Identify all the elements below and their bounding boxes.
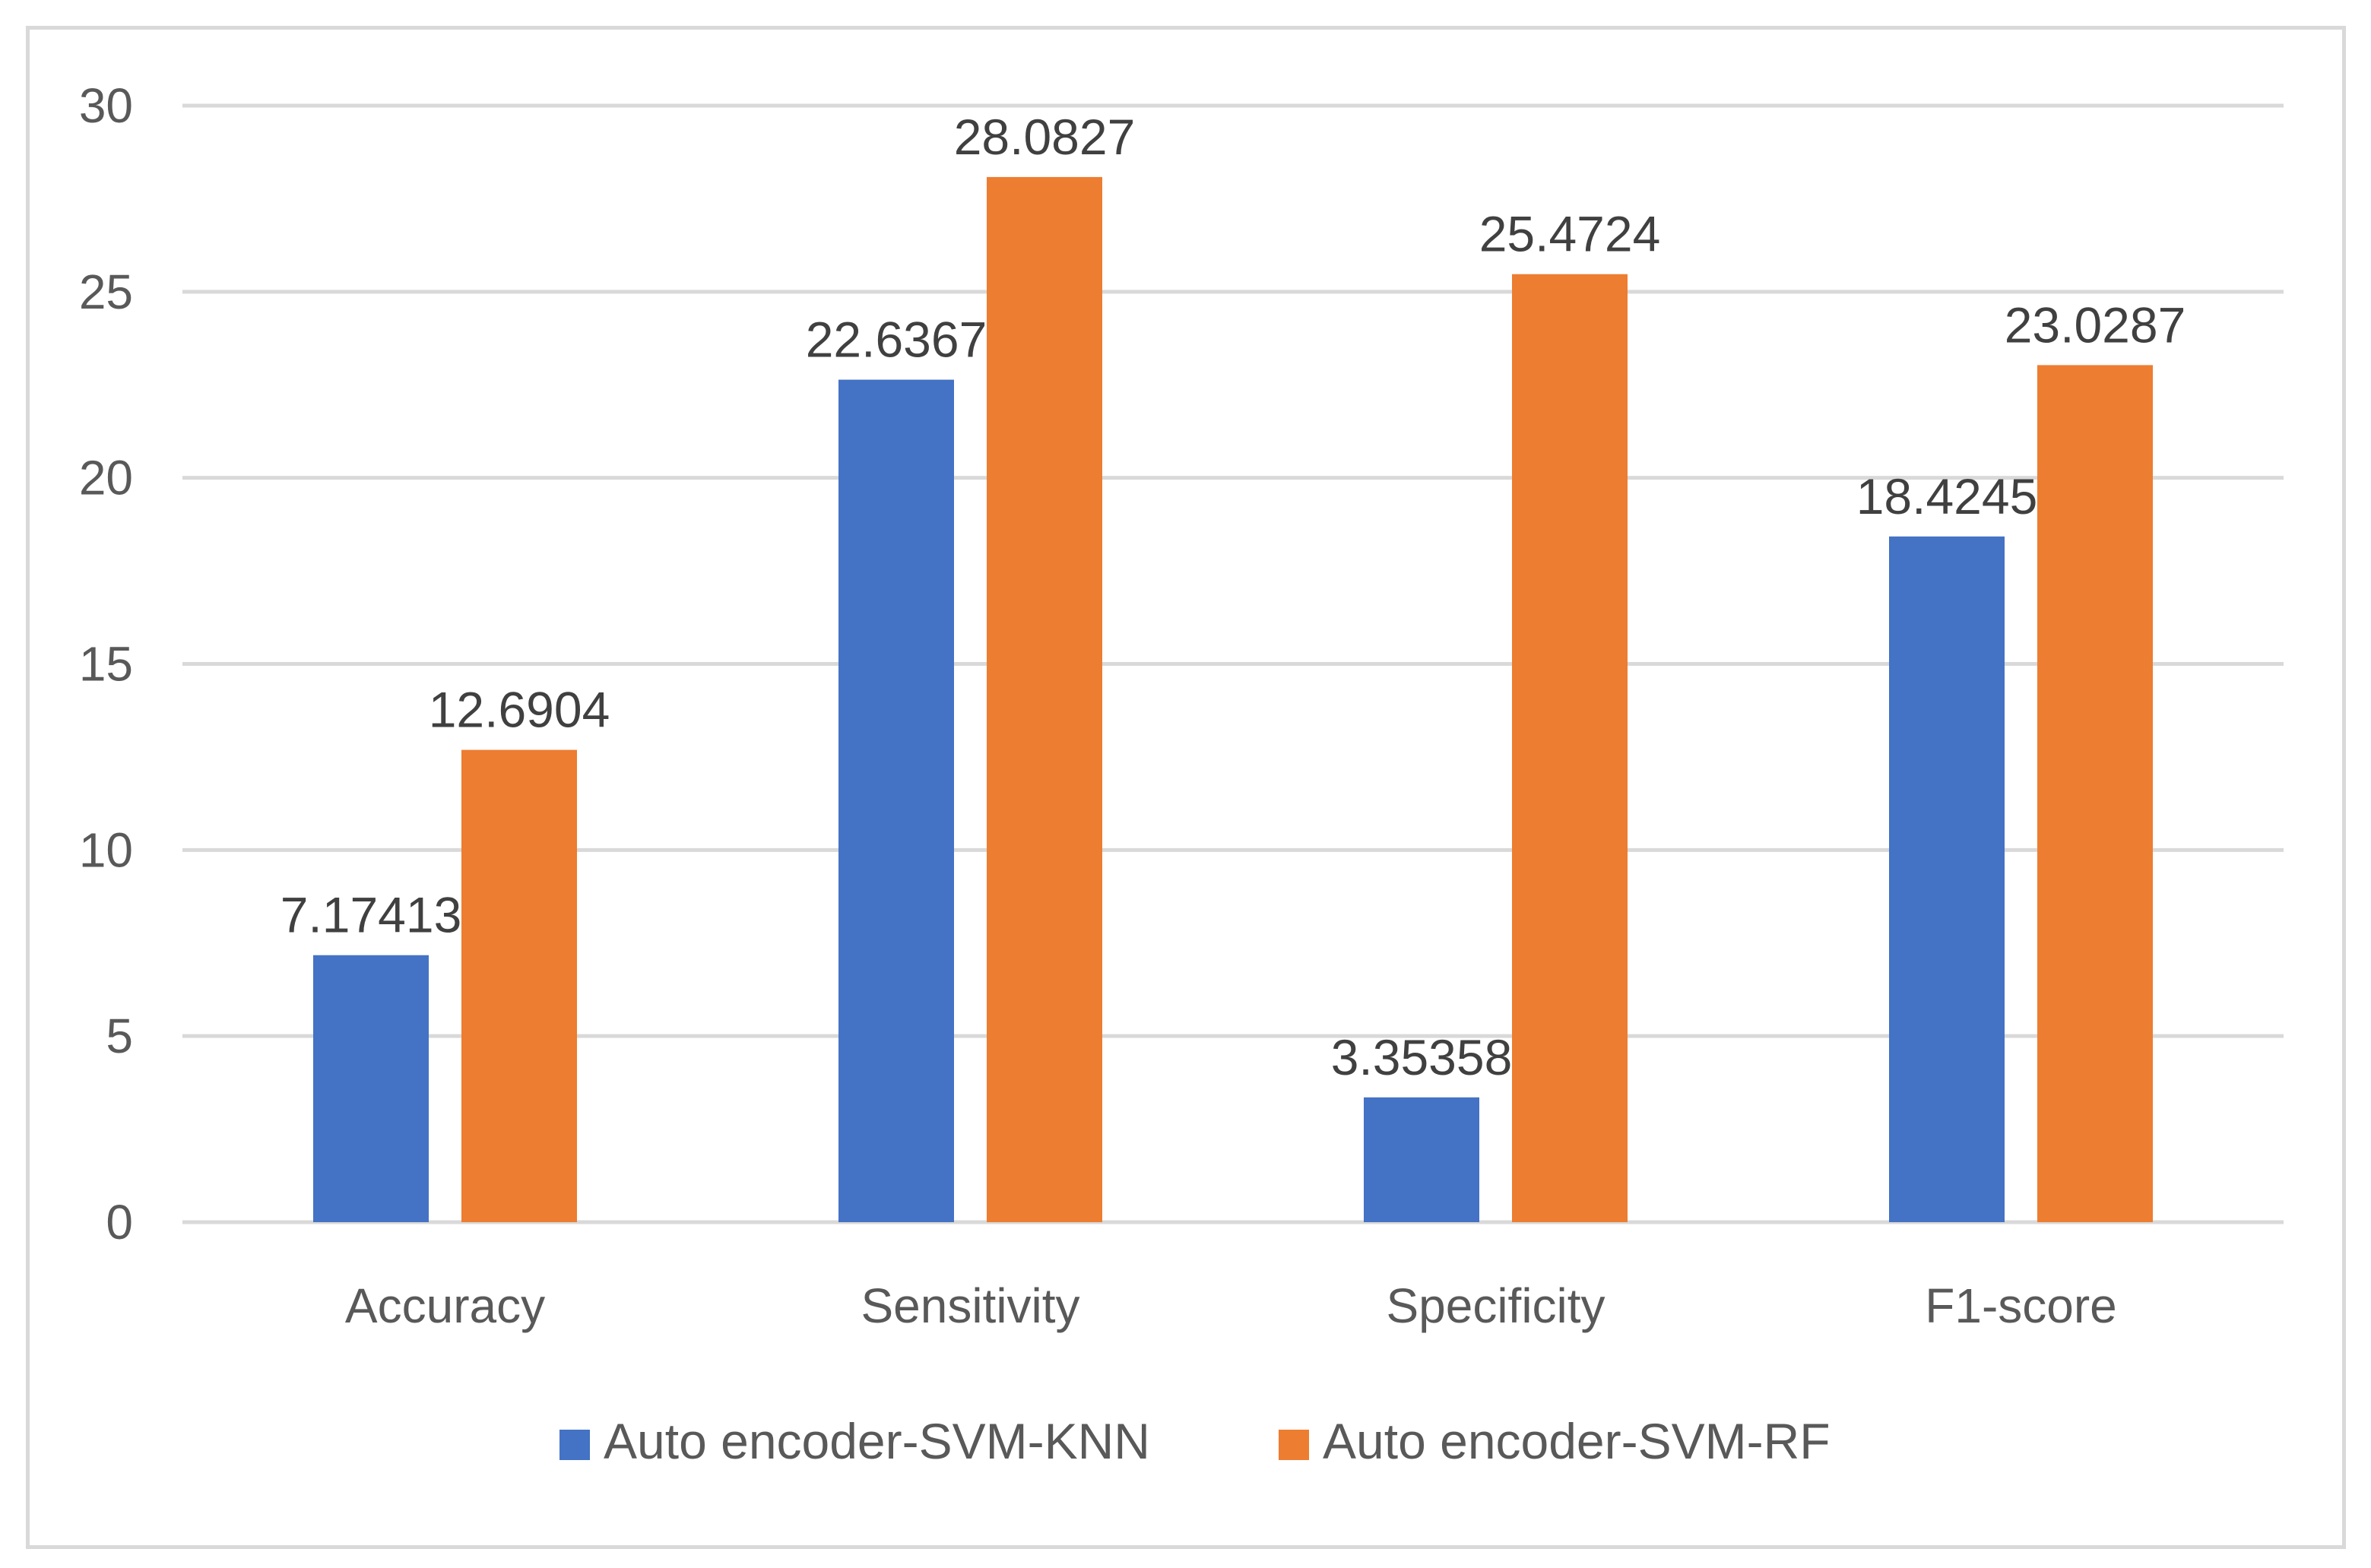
x-tick-label: Sensitivity (861, 1278, 1079, 1333)
data-labels: 7.17413 12.6904 22.6367 28.0827 3.35358 25.47… (281, 109, 2186, 1085)
bar-knn-specificity (1364, 1097, 1479, 1222)
data-label: 12.6904 (429, 682, 610, 738)
x-tick-label: Specificity (1386, 1278, 1605, 1333)
y-tick-label: 0 (106, 1195, 133, 1250)
bar-rf-specificity (1512, 274, 1628, 1223)
data-label: 7.17413 (281, 887, 462, 943)
bar-knn-accuracy (313, 955, 429, 1222)
y-tick-label: 15 (79, 637, 133, 692)
data-label: 23.0287 (2005, 296, 2186, 353)
x-axis-ticks: Accuracy Sensitivity Specificity F1-score (345, 1278, 2117, 1333)
bar-knn-f1-score (1889, 536, 2005, 1222)
y-tick-label: 10 (79, 822, 133, 877)
data-label: 25.4724 (1479, 206, 1661, 262)
data-label: 18.4245 (1856, 468, 2038, 524)
bar-rf-accuracy (461, 749, 577, 1222)
y-tick-label: 20 (79, 451, 133, 505)
legend-swatch (559, 1430, 590, 1460)
legend-label: Auto encoder-SVM-KNN (604, 1413, 1150, 1469)
data-label: 22.6367 (806, 312, 987, 368)
bar-knn-sensitivity (838, 379, 954, 1222)
bars (313, 176, 2153, 1223)
y-axis-ticks: 0 5 10 15 20 25 30 (79, 78, 133, 1250)
data-label: 28.0827 (954, 109, 1136, 165)
data-label: 3.35358 (1331, 1029, 1513, 1085)
x-tick-label: Accuracy (345, 1278, 545, 1333)
x-tick-label: F1-score (1925, 1278, 2117, 1333)
bar-rf-sensitivity (987, 176, 1102, 1222)
y-tick-label: 30 (79, 78, 133, 133)
bar-rf-f1-score (2037, 365, 2153, 1222)
y-tick-label: 25 (79, 265, 133, 319)
y-tick-label: 5 (106, 1009, 133, 1063)
legend-label: Auto encoder-SVM-RF (1323, 1413, 1831, 1469)
legend-swatch (1279, 1430, 1309, 1460)
legend: Auto encoder-SVM-KNN Auto encoder-SVM-RF (559, 1413, 1831, 1469)
